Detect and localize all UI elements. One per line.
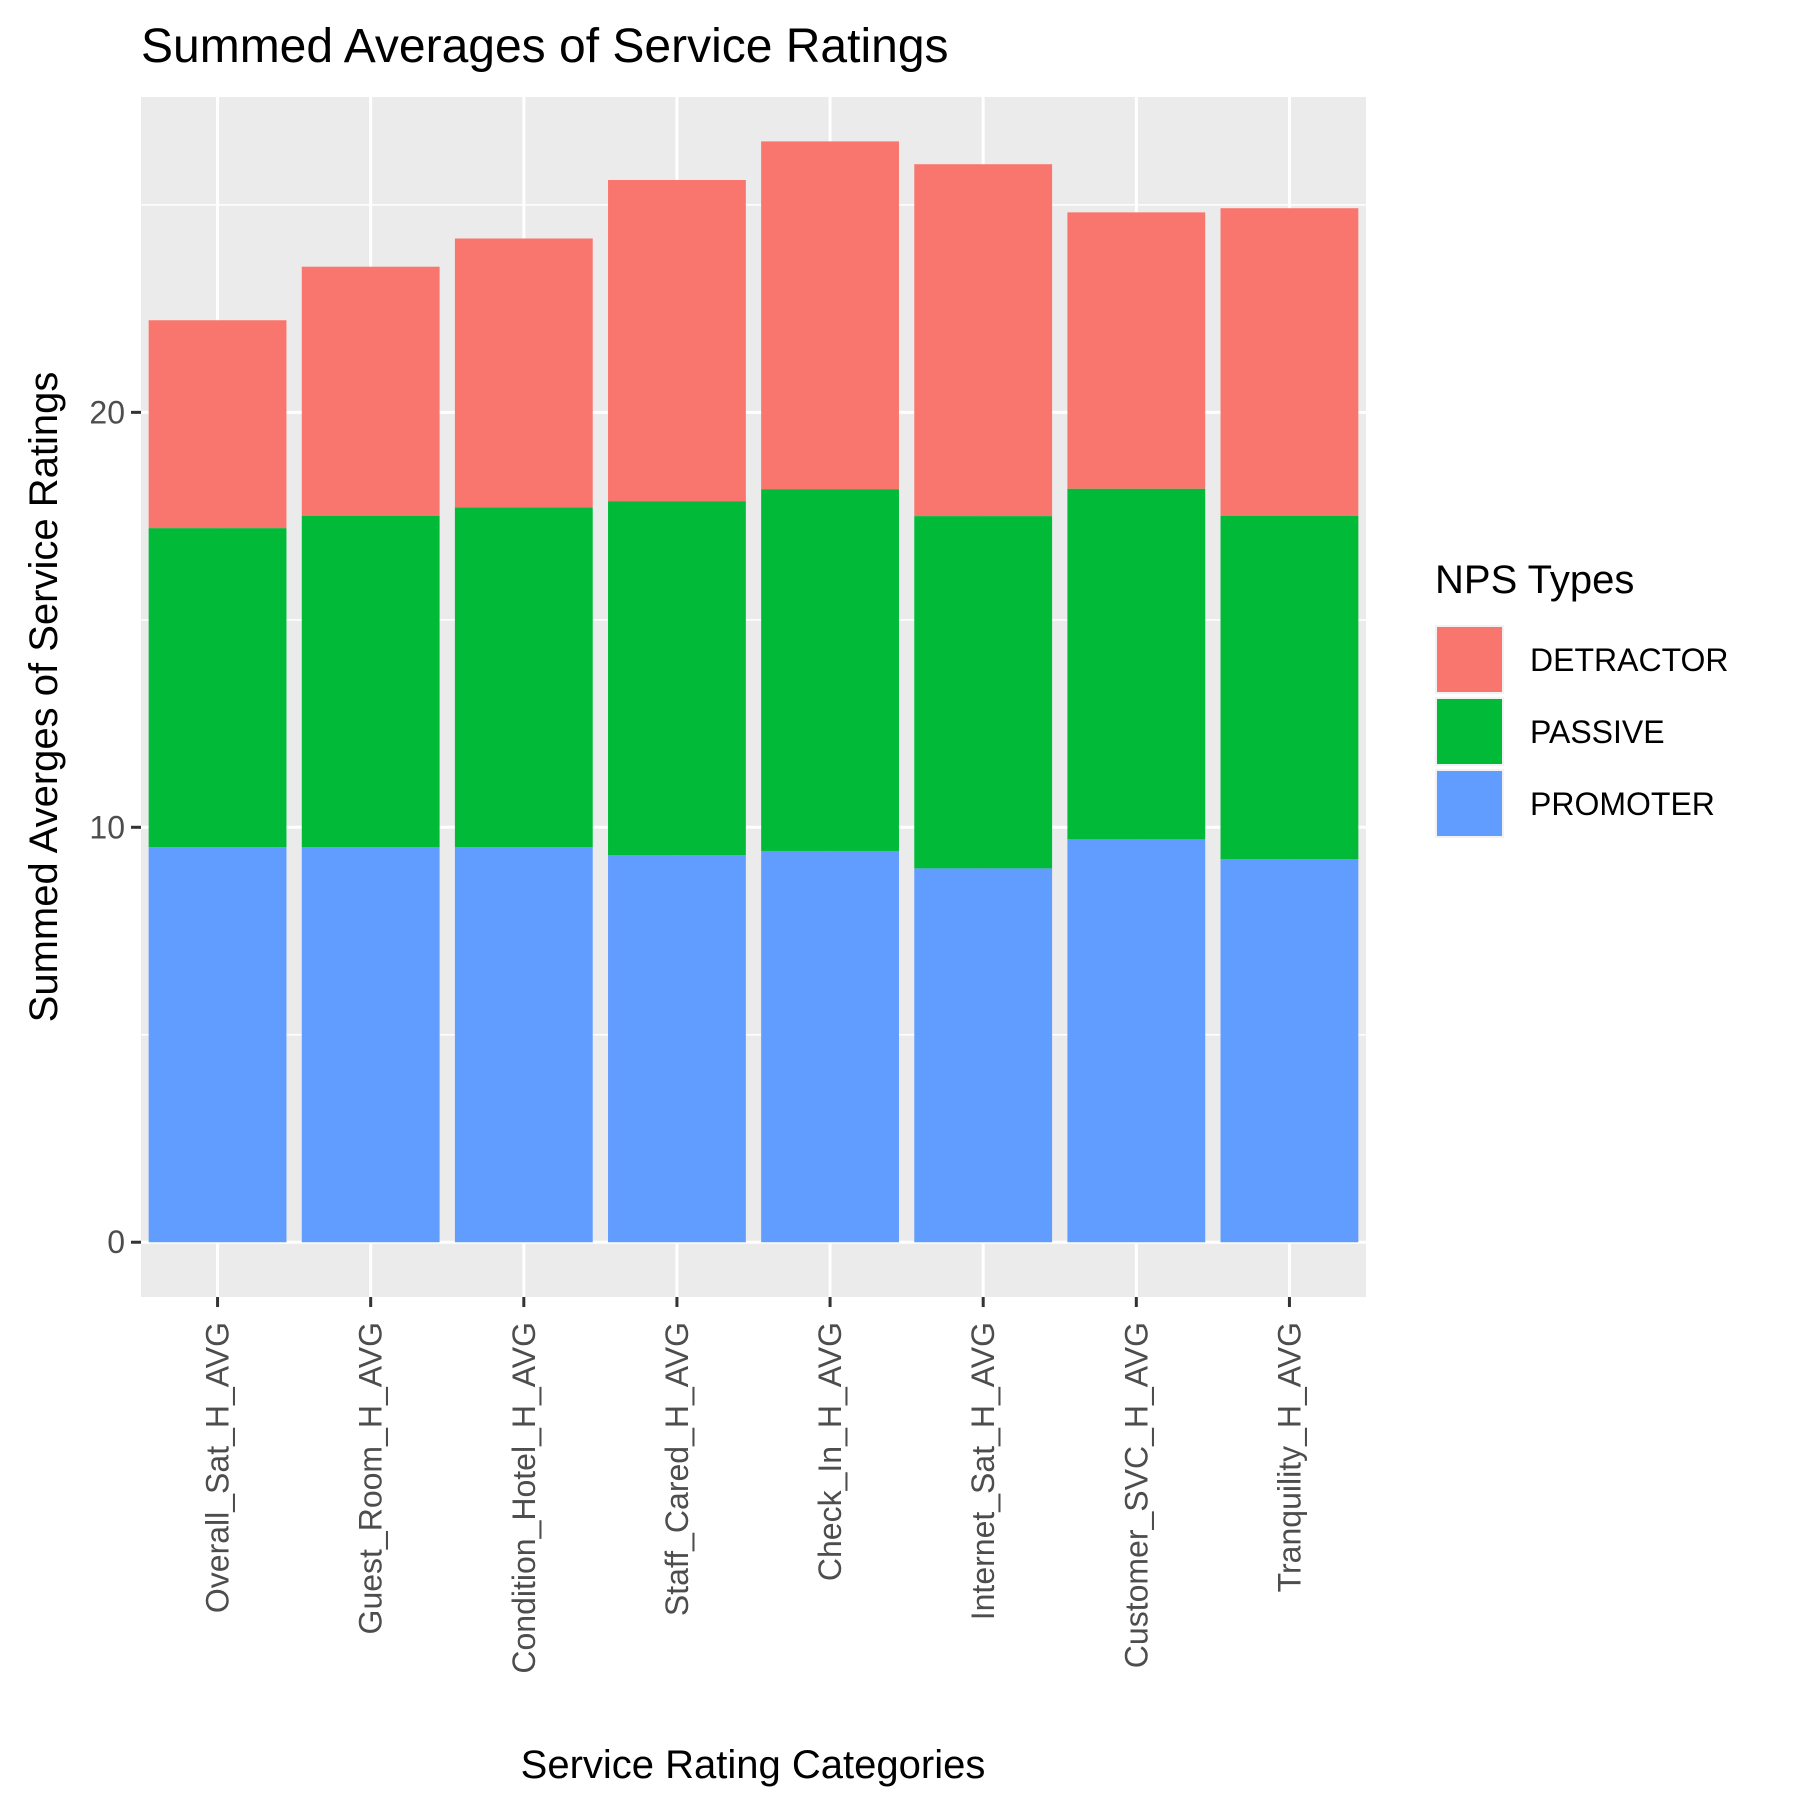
x-tick-label: Internet_Sat_H_AVG <box>965 1322 1001 1620</box>
x-tick-label: Customer_SVC_H_AVG <box>1118 1322 1154 1668</box>
bar-passive-overall_sat_h_avg <box>148 528 287 848</box>
legend-title: NPS Types <box>1435 558 1634 602</box>
y-tick-label: 0 <box>107 1224 125 1260</box>
axes: 0 10 20 Overall_Sat_H_AVG Guest_Room_H_AVG Co… <box>89 394 1307 1673</box>
y-tick-label: 20 <box>89 394 125 430</box>
legend: NPS Types DETRACTOR PASSIVE PROMOTER <box>1435 558 1729 838</box>
bar-detractor-guest_room_h_avg <box>301 266 440 516</box>
bar-promoter-check_in_h_avg <box>761 850 899 1243</box>
bar-promoter-tranquility_h_avg <box>1220 859 1359 1243</box>
bar-promoter-customer_svc_h_avg <box>1067 839 1206 1243</box>
bar-detractor-internet_sat_h_avg <box>914 164 1053 517</box>
bars <box>148 141 1359 1243</box>
bar-promoter-overall_sat_h_avg <box>148 847 287 1243</box>
legend-swatch-passive <box>1437 699 1502 764</box>
bar-detractor-customer_svc_h_avg <box>1067 212 1206 489</box>
x-tick-label: Staff_Cared_H_AVG <box>659 1322 695 1616</box>
legend-label-passive: PASSIVE <box>1530 714 1665 750</box>
bar-passive-tranquility_h_avg <box>1220 515 1359 860</box>
bar-detractor-overall_sat_h_avg <box>148 320 287 529</box>
bar-detractor-condition_hotel_h_avg <box>454 238 593 508</box>
legend-label-detractor: DETRACTOR <box>1530 642 1729 678</box>
bar-detractor-check_in_h_avg <box>761 141 899 490</box>
bar-detractor-staff_cared_h_avg <box>608 179 746 502</box>
y-tick-label: 10 <box>89 809 125 845</box>
x-tick-label: Overall_Sat_H_AVG <box>200 1322 236 1613</box>
bar-passive-check_in_h_avg <box>761 489 899 851</box>
x-tick-label: Guest_Room_H_AVG <box>353 1322 389 1634</box>
legend-label-promoter: PROMOTER <box>1530 786 1715 822</box>
bar-passive-internet_sat_h_avg <box>914 516 1053 869</box>
bar-passive-guest_room_h_avg <box>301 515 440 848</box>
bar-promoter-internet_sat_h_avg <box>914 868 1053 1243</box>
bar-promoter-staff_cared_h_avg <box>608 855 746 1243</box>
chart-title: Summed Averages of Service Ratings <box>141 20 949 73</box>
bar-promoter-guest_room_h_avg <box>301 847 440 1243</box>
bar-passive-customer_svc_h_avg <box>1067 488 1206 840</box>
legend-swatch-detractor <box>1437 627 1502 692</box>
x-tick-label: Tranquility_H_AVG <box>1271 1322 1307 1592</box>
bar-promoter-condition_hotel_h_avg <box>454 847 593 1243</box>
bar-detractor-tranquility_h_avg <box>1220 208 1359 516</box>
x-tick-label: Check_In_H_AVG <box>812 1322 848 1581</box>
y-axis-title: Summed Averges of Service Ratings <box>22 372 66 1023</box>
legend-swatch-promoter <box>1437 771 1502 836</box>
bar-passive-staff_cared_h_avg <box>608 501 746 856</box>
x-tick-label: Condition_Hotel_H_AVG <box>506 1322 542 1674</box>
x-axis-title: Service Rating Categories <box>521 1743 986 1787</box>
bar-passive-condition_hotel_h_avg <box>454 507 593 848</box>
